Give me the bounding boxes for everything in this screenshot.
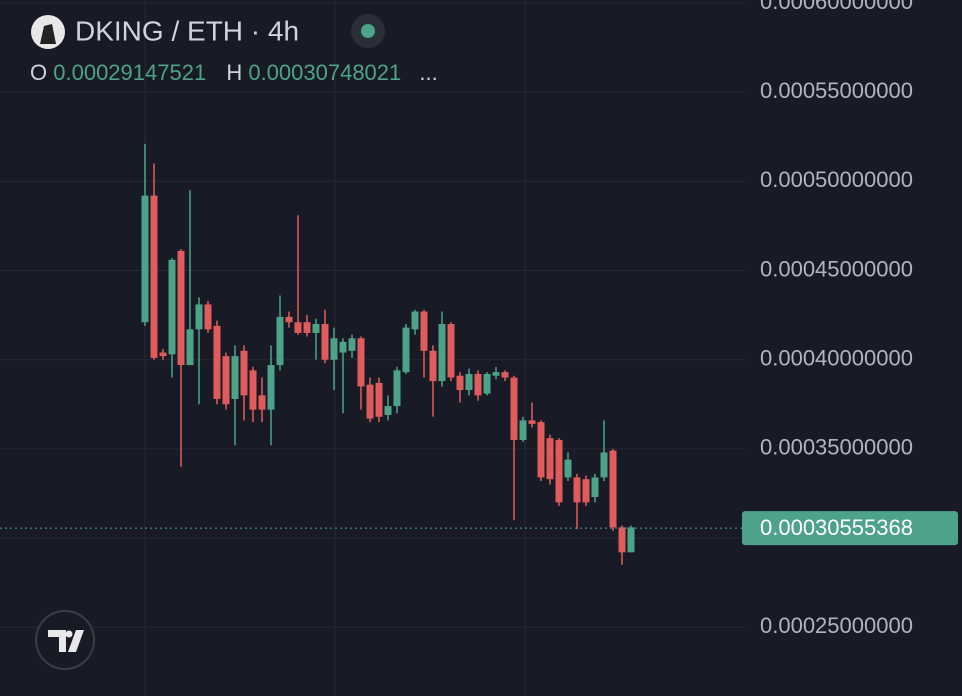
plot-area <box>0 2 745 628</box>
y-tick-label: 0.00060000000 <box>760 0 913 14</box>
candle-body <box>483 373 491 394</box>
candle-body <box>213 325 221 399</box>
y-tick-label: 0.00025000000 <box>760 613 913 638</box>
last-price-label: 0.00030555368 <box>760 515 913 540</box>
candle-body <box>141 195 149 323</box>
open-label: O <box>30 60 47 85</box>
candle-body <box>150 195 158 358</box>
candle-body <box>357 338 365 387</box>
candle-body <box>321 324 329 360</box>
open-value: 0.00029147521 <box>53 60 206 85</box>
candle-body <box>249 370 257 410</box>
candle-body <box>177 250 185 366</box>
candle-body <box>519 420 527 440</box>
candle-body <box>618 527 626 553</box>
candle-body <box>348 338 356 351</box>
candle-body <box>465 373 473 391</box>
candle-body <box>330 338 338 360</box>
candle-body <box>456 375 464 391</box>
candle-body <box>204 304 212 330</box>
y-tick-label: 0.00035000000 <box>760 435 913 460</box>
price-axis: 0.00060000000 0.00055000000 0.00050000000 0… <box>742 0 958 638</box>
chart-title: DKING / ETH · 4h <box>75 15 299 46</box>
y-tick-label: 0.00055000000 <box>760 78 913 103</box>
candle-body <box>411 311 419 330</box>
candle-body <box>375 382 383 417</box>
candle-body <box>420 311 428 351</box>
candle-body <box>537 422 545 478</box>
token-icon-figure <box>40 24 56 44</box>
status-dot <box>361 24 375 38</box>
candle-body <box>582 479 590 503</box>
candle-body <box>303 322 311 333</box>
candle-body <box>555 439 563 503</box>
candle-body <box>591 477 599 498</box>
candle-body <box>447 324 455 378</box>
candle-body <box>546 438 554 480</box>
ohlc-legend: O 0.00029147521 H 0.00030748021 ... <box>30 60 438 85</box>
high-value: 0.00030748021 <box>248 60 401 85</box>
candle-body <box>528 420 536 424</box>
candle-body <box>276 316 284 366</box>
candle-body <box>438 324 446 382</box>
more-indicator: ... <box>419 60 437 85</box>
candle-body <box>510 377 518 440</box>
candle-body <box>609 450 617 528</box>
candle-body <box>627 527 635 553</box>
candle-body <box>429 350 437 382</box>
candle-body <box>186 329 194 366</box>
candle-body <box>168 259 176 355</box>
candle-body <box>600 452 608 478</box>
candle-body <box>240 350 248 396</box>
candle-body <box>312 324 320 333</box>
candle-body <box>501 372 509 378</box>
candle-body <box>393 370 401 407</box>
candle-body <box>195 304 203 330</box>
candle-body <box>159 352 167 357</box>
high-label: H <box>226 60 242 85</box>
candle-body <box>231 356 239 399</box>
candle-body <box>384 406 392 415</box>
candle-body <box>267 365 275 410</box>
candle-body <box>366 384 374 419</box>
y-tick-label: 0.00045000000 <box>760 256 913 281</box>
y-tick-label: 0.00050000000 <box>760 167 913 192</box>
candle-body <box>339 341 347 353</box>
y-tick-label: 0.00040000000 <box>760 346 913 371</box>
candle-body <box>474 373 482 396</box>
candle-body <box>402 327 410 373</box>
candle-body <box>285 316 293 323</box>
candle-body <box>222 356 230 405</box>
candle-body <box>564 459 572 478</box>
logo-dot <box>65 630 73 638</box>
candle-body <box>258 395 266 410</box>
last-price-box <box>742 511 958 546</box>
candle-body <box>294 322 302 333</box>
candle-body <box>492 372 500 376</box>
logo-mark <box>48 630 84 652</box>
candle-body <box>573 477 581 503</box>
